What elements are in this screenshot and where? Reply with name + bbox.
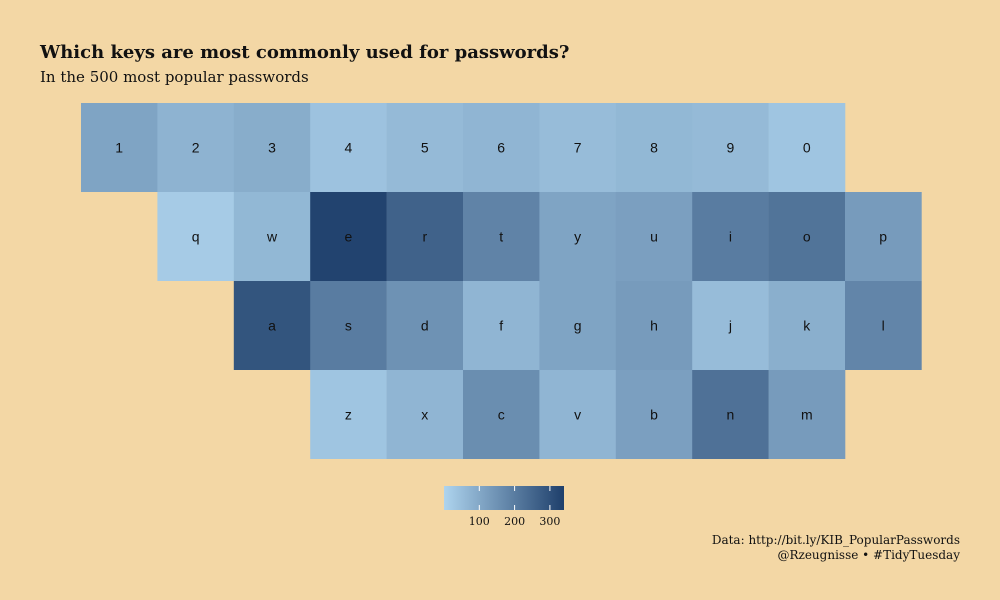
key-tile-f xyxy=(463,281,540,370)
key-tile-s xyxy=(310,281,387,370)
key-label-x: x xyxy=(421,407,428,423)
key-tile-u xyxy=(615,192,693,281)
key-tile-0 xyxy=(768,103,846,192)
key-label-4: 4 xyxy=(345,140,353,156)
colorbar-tick-label: 300 xyxy=(539,515,560,528)
chart-subtitle: In the 500 most popular passwords xyxy=(40,68,309,86)
key-label-f: f xyxy=(499,318,503,334)
key-tile-r xyxy=(386,192,464,281)
colorbar xyxy=(444,486,564,510)
key-label-v: v xyxy=(574,407,581,423)
caption: Data: http://bit.ly/KIB_PopularPasswords… xyxy=(712,533,960,563)
key-tile-8 xyxy=(615,103,693,192)
key-tile-d xyxy=(386,281,464,370)
key-tile-6 xyxy=(463,103,540,192)
key-label-a: a xyxy=(268,318,276,334)
key-label-i: i xyxy=(729,229,732,245)
key-label-q: q xyxy=(192,229,200,245)
key-label-o: o xyxy=(803,229,811,245)
key-tile-2 xyxy=(157,103,235,192)
key-tile-7 xyxy=(539,103,617,192)
key-tile-z xyxy=(310,370,387,459)
key-tile-v xyxy=(539,370,617,459)
key-tile-x xyxy=(386,370,464,459)
key-label-6: 6 xyxy=(497,140,505,156)
key-label-2: 2 xyxy=(192,140,200,156)
key-tile-o xyxy=(768,192,846,281)
key-tile-j xyxy=(692,281,769,370)
colorbar-tick-label: 100 xyxy=(469,515,490,528)
key-label-0: 0 xyxy=(803,140,811,156)
key-label-r: r xyxy=(422,229,427,245)
key-label-3: 3 xyxy=(268,140,276,156)
key-label-h: h xyxy=(650,318,658,334)
key-label-u: u xyxy=(650,229,658,245)
key-tile-w xyxy=(233,192,311,281)
key-label-w: w xyxy=(266,229,278,245)
key-label-b: b xyxy=(650,407,658,423)
key-label-s: s xyxy=(345,318,352,334)
caption-source: Data: http://bit.ly/KIB_PopularPasswords xyxy=(711,533,960,547)
key-label-t: t xyxy=(499,229,503,245)
key-tile-h xyxy=(615,281,693,370)
key-label-7: 7 xyxy=(574,140,582,156)
key-label-p: p xyxy=(879,229,887,245)
key-tile-m xyxy=(768,370,846,459)
caption-credit: @Rzeugnisse • #TidyTuesday xyxy=(777,548,960,562)
key-label-c: c xyxy=(498,407,505,423)
key-label-d: d xyxy=(421,318,429,334)
key-label-z: z xyxy=(345,407,352,423)
key-tile-p xyxy=(845,192,922,281)
key-label-l: l xyxy=(882,318,885,334)
key-label-g: g xyxy=(574,318,582,334)
key-label-m: m xyxy=(801,407,813,423)
key-tile-i xyxy=(692,192,769,281)
key-label-8: 8 xyxy=(650,140,658,156)
key-tile-1 xyxy=(81,103,158,192)
key-tile-c xyxy=(463,370,540,459)
key-tile-4 xyxy=(310,103,387,192)
key-tile-k xyxy=(768,281,846,370)
key-tile-l xyxy=(845,281,922,370)
key-tile-e xyxy=(310,192,387,281)
key-tile-5 xyxy=(386,103,464,192)
key-tile-y xyxy=(539,192,617,281)
key-tile-b xyxy=(615,370,693,459)
key-label-y: y xyxy=(574,229,581,245)
key-label-1: 1 xyxy=(115,140,123,156)
key-label-e: e xyxy=(345,229,353,245)
chart-title: Which keys are most commonly used for pa… xyxy=(40,42,570,63)
key-label-5: 5 xyxy=(421,140,429,156)
key-tile-a xyxy=(233,281,311,370)
key-tile-3 xyxy=(233,103,311,192)
key-tile-t xyxy=(463,192,540,281)
key-tile-g xyxy=(539,281,617,370)
colorbar-tick-label: 200 xyxy=(504,515,525,528)
key-label-j: j xyxy=(728,318,732,334)
key-tile-9 xyxy=(692,103,769,192)
key-label-n: n xyxy=(727,407,735,423)
key-tile-n xyxy=(692,370,769,459)
key-label-k: k xyxy=(803,318,811,334)
key-label-9: 9 xyxy=(727,140,735,156)
key-tile-q xyxy=(157,192,235,281)
